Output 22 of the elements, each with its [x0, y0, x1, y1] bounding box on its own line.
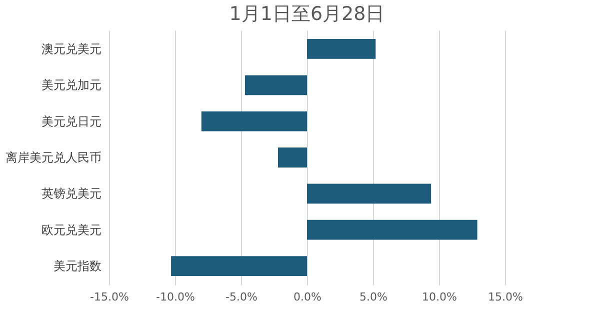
- bar: [171, 256, 307, 276]
- y-tick-label: 离岸美元兑人民币: [6, 150, 102, 164]
- bar: [278, 148, 307, 168]
- bar: [244, 75, 307, 96]
- x-tick-label: 0.0%: [294, 290, 322, 304]
- y-tick-label: 英镑兑美元: [42, 186, 102, 201]
- x-tick-label: 5.0%: [360, 290, 388, 304]
- y-tick-label: 欧元兑美元: [42, 222, 102, 237]
- x-tick-label: -5.0%: [226, 290, 258, 304]
- y-tick-label: 美元兑日元: [42, 114, 102, 128]
- y-tick-label: 澳元兑美元: [42, 42, 102, 56]
- bar: [307, 39, 376, 59]
- x-tick-label: 15.0%: [488, 290, 523, 304]
- x-tick-label: -15.0%: [90, 290, 129, 304]
- bar: [307, 220, 478, 240]
- bar: [201, 111, 307, 132]
- y-tick-label: 美元兑加元: [42, 78, 102, 92]
- x-tick-label: -10.0%: [156, 290, 195, 304]
- x-tick-label: 10.0%: [422, 290, 457, 304]
- chart-title: 1月1日至6月28日: [229, 3, 385, 25]
- y-tick-label: 美元指数: [54, 259, 102, 274]
- bar: [307, 184, 432, 204]
